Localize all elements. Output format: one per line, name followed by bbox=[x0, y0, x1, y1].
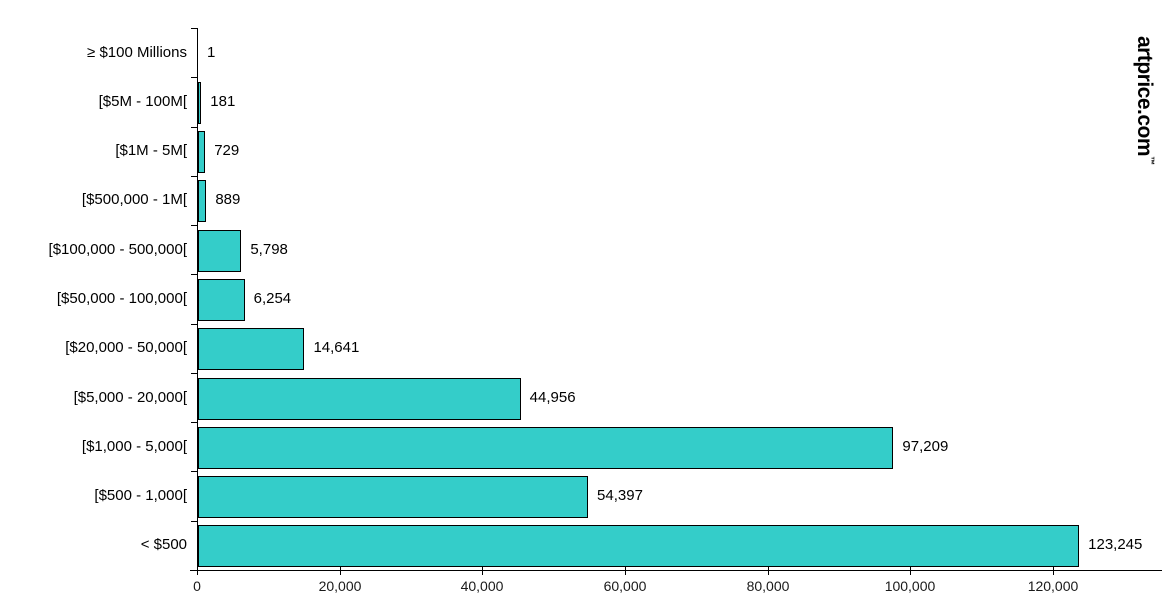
value-label: 44,956 bbox=[529, 388, 576, 406]
bar bbox=[198, 229, 242, 272]
y-tick bbox=[191, 176, 197, 177]
y-tick bbox=[191, 521, 197, 522]
x-tick-label: 0 bbox=[193, 578, 201, 594]
value-label: 6,254 bbox=[253, 290, 292, 307]
x-tick-label: 120,000 bbox=[1027, 578, 1079, 594]
category-label: < $500 bbox=[140, 536, 187, 554]
y-tick bbox=[191, 422, 197, 423]
category-label: [$500,000 - 1M[ bbox=[81, 191, 187, 209]
x-tick bbox=[768, 566, 769, 575]
value-label: 97,209 bbox=[902, 437, 949, 455]
value-label: 123,245 bbox=[1088, 536, 1143, 554]
y-tick bbox=[191, 471, 197, 472]
bar bbox=[198, 279, 245, 321]
x-tick bbox=[625, 566, 626, 575]
x-tick bbox=[910, 566, 911, 575]
value-label: 54,397 bbox=[597, 487, 643, 505]
artprice-logo: artprice.com™ bbox=[1132, 36, 1156, 165]
y-tick bbox=[191, 274, 197, 275]
value-label: 14,641 bbox=[313, 339, 360, 357]
x-tick-label: 60,000 bbox=[603, 578, 647, 594]
category-label: [$500 - 1,000[ bbox=[94, 487, 187, 505]
y-tick bbox=[191, 28, 197, 29]
value-label: 729 bbox=[214, 142, 240, 160]
y-tick bbox=[191, 324, 197, 325]
y-tick bbox=[191, 373, 197, 374]
category-label: ≥ $100 Millions bbox=[87, 43, 187, 61]
x-tick-label: 40,000 bbox=[460, 578, 504, 594]
x-tick bbox=[1053, 566, 1054, 575]
category-label: [$5M - 100M[ bbox=[98, 92, 187, 110]
x-tick-label: 80,000 bbox=[746, 578, 790, 594]
x-tick-label: 100,000 bbox=[884, 578, 936, 594]
bar bbox=[198, 476, 589, 519]
category-label: [$5,000 - 20,000[ bbox=[73, 388, 187, 406]
value-label: 5,798 bbox=[250, 240, 288, 258]
bar bbox=[198, 180, 207, 223]
bar bbox=[198, 426, 894, 469]
category-label: [$20,000 - 50,000[ bbox=[65, 339, 187, 357]
y-tick bbox=[191, 570, 197, 571]
value-label: 1 bbox=[207, 43, 216, 61]
x-tick bbox=[197, 566, 198, 575]
artprice-logo-text: artprice.com bbox=[1133, 36, 1156, 157]
x-tick bbox=[340, 566, 341, 575]
y-axis-line bbox=[197, 28, 198, 570]
bar bbox=[198, 377, 521, 420]
bar bbox=[198, 328, 305, 371]
x-tick-label: 20,000 bbox=[318, 578, 362, 594]
y-tick bbox=[191, 225, 197, 226]
bar bbox=[198, 81, 202, 124]
value-label: 889 bbox=[215, 191, 241, 209]
y-tick bbox=[191, 127, 197, 128]
value-label: 181 bbox=[210, 92, 236, 110]
category-label: [$50,000 - 100,000[ bbox=[56, 290, 187, 307]
category-label: [$100,000 - 500,000[ bbox=[48, 240, 187, 258]
x-axis-line bbox=[190, 570, 1162, 571]
trademark-symbol: ™ bbox=[1146, 156, 1156, 165]
bar bbox=[198, 131, 206, 174]
y-tick bbox=[191, 77, 197, 78]
category-label: [$1,000 - 5,000[ bbox=[81, 437, 187, 455]
category-label: [$1M - 5M[ bbox=[115, 142, 187, 160]
x-tick bbox=[482, 566, 483, 575]
bar bbox=[198, 525, 1080, 568]
